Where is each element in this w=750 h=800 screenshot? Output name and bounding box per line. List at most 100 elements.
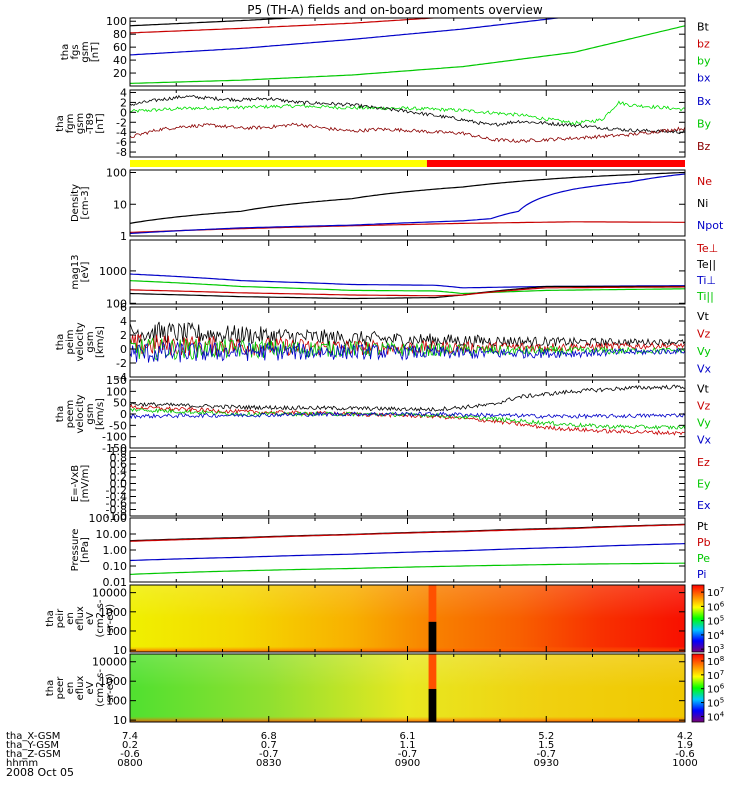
fgs-series-bz [130,18,443,34]
density-legend-Npot: Npot [697,219,724,232]
peir_spec-ytick-label: 1000 [99,606,127,619]
ephemeris-value: 0.2 [122,740,138,751]
fgs-legend-by: by [697,55,711,68]
fgs-ylabel-line: gsm [80,41,91,62]
ephemeris-value: 1000 [672,758,697,769]
efield-ytick-label: -0.8 [106,504,127,517]
peim_vel-ytick-label: -2 [116,357,127,370]
fgs-frame [129,17,686,87]
peir_spec-gap-lower [428,621,437,652]
ephemeris-label: hhmm [6,758,38,769]
peim_vel-series-Vt [130,321,685,348]
fgm-series-By [130,100,685,126]
fgm-ytick-label: 2 [120,96,127,109]
peim_vel-legend-Vy: Vy [697,345,711,358]
flag-segment [426,160,685,167]
fgs-ylabel: tha fgs gsm [nT] [60,41,101,62]
density-legend-Ne: Ne [697,175,712,188]
fgm-ylabel-line: gsm [75,113,86,134]
peim_vel-ytick-label: 0 [120,343,127,356]
peem_vel-ytick-label: 150 [106,374,127,387]
peim_vel-ylabel-line: velocity [75,322,86,361]
efield-ytick-label: 1.0 [110,445,128,458]
pressure-legend-Pt: Pt [697,520,709,533]
peir_spec-ylabel-line: eflux [75,606,86,631]
fgm-series-Bx [130,94,685,135]
density-frame [129,169,686,237]
density-ytick-label: 10 [113,198,127,211]
pressure-legend-Pi: Pi [697,568,706,581]
peer_spec-ylabel-line: sr-eV) [105,673,116,702]
peer_spec-ylabel-line: eflux [75,676,86,701]
fgs-series-Bt [130,18,303,27]
fgm-ytick-label: -2 [116,116,127,129]
pressure-ytick-label: 100.00 [89,512,128,525]
ephemeris-label: tha_Y-GSM [6,740,59,751]
temperature-ylabel: mag13 [eV] [70,255,91,290]
fgs-ytick-label: 100 [106,15,127,28]
efield-ytick-label: -0.6 [106,497,127,510]
temperature-ytick-label: 1000 [99,265,127,278]
peir_spec-ylabel-line: en [65,612,76,625]
temperature-ytick-label: 100 [106,297,127,310]
ephemeris-value: 5.2 [538,731,554,742]
peir_spec-ylabel-line: eV [85,612,96,625]
pressure-ytick-label: 1.00 [103,544,128,557]
peim_vel-legend-Vz: Vz [697,327,711,340]
peem_vel-series-Vz [130,404,685,436]
density-series-Ni [130,171,685,224]
fgm-ytick-label: 4 [120,86,127,99]
fgm-ytick-label: -8 [116,146,127,159]
peim_vel-ylabel: tha peim velocity gsm [km/s] [55,322,106,361]
ephemeris-value: -0.7 [259,749,279,760]
fgs-ytick-label: 80 [113,28,127,41]
ephemeris-value: -0.7 [398,749,418,760]
density-legend-Ni: Ni [697,197,708,210]
fgs-ylabel-line: fgs [70,44,81,59]
temperature-series-Ti⊥ [130,273,685,289]
fgm-legend-Bz: Bz [697,140,711,153]
ephemeris-value: 0900 [395,758,420,769]
pressure-ylabel: Pressure [nPa] [70,529,91,572]
density-ytick-label: 100 [106,167,127,180]
temperature-ylabel-line: [eV] [80,262,91,283]
efield-ytick-label: 0.4 [110,465,128,478]
peim_vel-ylabel-line: [km/s] [95,326,106,358]
ephemeris-value: 0.7 [261,740,277,751]
peir_spec-colorbar-label: 105 [707,615,724,628]
ephemeris-value: 1.1 [400,740,416,751]
fgs-legend-Bt: Bt [697,21,710,34]
fgm-ylabel-line: [nT] [95,113,106,133]
peim_vel-ytick-label: -4 [116,371,127,384]
temperature-series-Ti|| [130,280,685,295]
peir_spec-colorbar-label: 103 [707,643,724,656]
peer_spec-ylabel: tha peer en eflux eV (cm2-s-sr-eV) [45,669,116,707]
ephemeris-value: 4.2 [677,731,693,742]
peem_vel-legend-Vz: Vz [697,400,711,413]
pressure-series-Pb [130,524,685,542]
temperature-ylabel-line: mag13 [70,255,81,290]
pressure-ytick-label: 0.01 [103,576,128,589]
efield-legend-Ez: Ez [697,456,710,469]
peem_vel-ytick-label: -150 [102,442,127,455]
fgs-ylabel-line: tha [60,44,71,60]
peem_vel-legend-Vx: Vx [697,434,712,447]
peem_vel-legend-Vt: Vt [697,383,710,396]
peim_vel-series-Vx [130,341,685,363]
plot-title: P5 (TH-A) fields and on-board moments ov… [247,3,543,17]
peer_spec-ytick-label: 10 [113,714,127,727]
fgm-ytick-label: -6 [116,136,127,149]
peir_spec-colorbar [691,584,705,653]
peem_vel-ylabel-line: peem [65,400,76,428]
ephemeris-value: 1.5 [538,740,554,751]
efield-ylabel-line: E=-VxB [70,465,81,502]
peem_vel-ylabel: tha peem velocity gsm [km/s] [55,394,106,433]
date-label: 2008 Oct 05 [6,766,74,779]
ephemeris-value: 6.8 [261,731,277,742]
peir_spec-colorbar-label: 107 [707,586,724,599]
peer_spec-colorbar-label: 107 [707,669,724,682]
flag-segment [130,160,427,167]
fgm-ytick-label: 0 [120,106,127,119]
peir_spec-ytick-label: 10000 [92,587,127,600]
density-series-Npot [130,173,685,235]
